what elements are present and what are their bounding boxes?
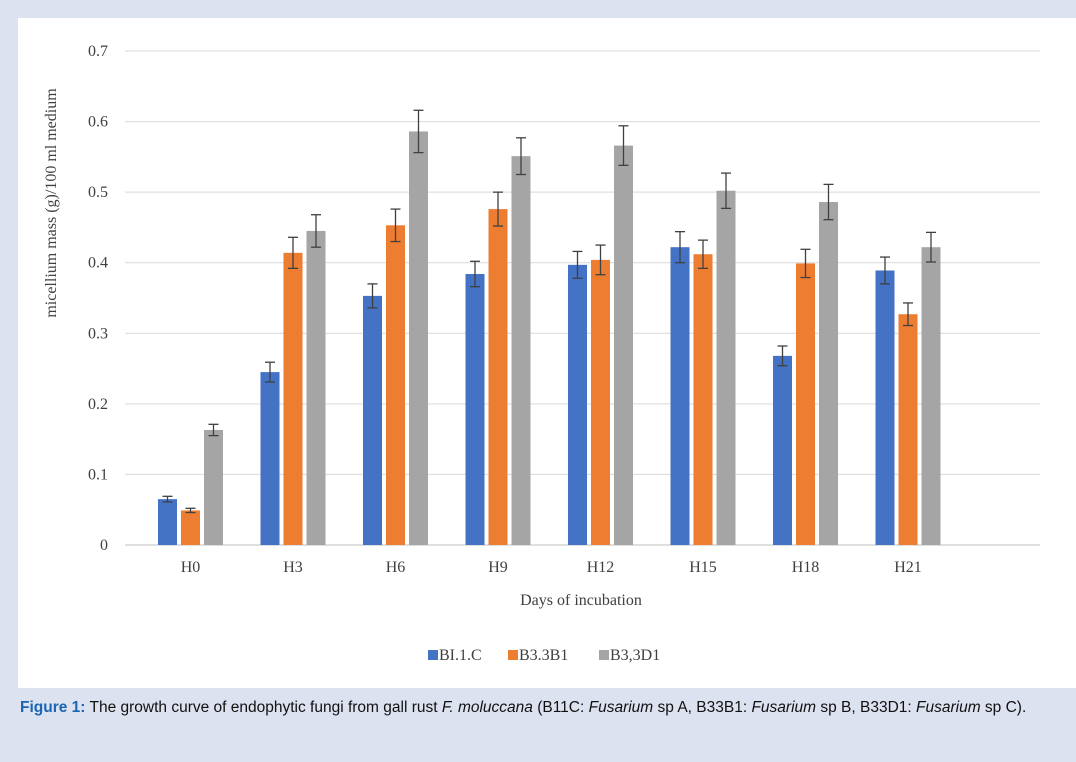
caption-italic-text: Fusarium <box>916 699 981 716</box>
bar-H18-B3.3B1 <box>796 263 815 545</box>
x-tick-labels: H0 H3 H6 H9 H12 H15 H18 H21 <box>181 559 922 576</box>
error-bar <box>185 507 196 514</box>
bar-H12-BI.1.C <box>568 264 587 545</box>
caption-italic-text: Fusarium <box>751 699 817 716</box>
bar-H15-B3,3D1 <box>716 190 736 545</box>
y-tick-label: 0.4 <box>88 255 108 272</box>
error-bar <box>698 239 708 270</box>
y-tick-label: 0.2 <box>88 396 108 413</box>
caption-text-part: sp C). <box>980 699 1027 716</box>
error-bar <box>777 345 788 367</box>
y-tick-label: 0.7 <box>88 43 108 60</box>
error-bar <box>390 208 401 243</box>
error-bar <box>572 250 583 279</box>
bar-H18-BI.1.C <box>773 355 792 545</box>
legend: BI.1.C B3.3B1 B3,3D1 <box>428 647 660 664</box>
legend-label: B3,3D1 <box>610 647 660 664</box>
bar-H3-B3,3D1 <box>306 230 326 545</box>
x-tick-label: H15 <box>689 559 717 576</box>
caption-italic-text: F. moluccana <box>441 699 533 716</box>
x-tick-label: H12 <box>587 559 615 576</box>
error-bar <box>618 125 629 166</box>
error-bars <box>162 109 936 514</box>
bar-chart: 0 0.1 0.2 0.3 0.4 0.5 0.6 0.7 H0 H3 H6 H9 H12 H15 H18… <box>43 43 1040 664</box>
bar-H21-B3,3D1 <box>921 247 941 545</box>
bar-H12-B3.3B1 <box>591 259 610 545</box>
x-axis-label: Days of incubation <box>520 592 642 609</box>
error-bar <box>823 183 834 221</box>
error-bar <box>675 231 685 264</box>
y-tick-label: 0.6 <box>88 114 108 131</box>
error-bar <box>595 244 606 276</box>
bar-H0-B3,3D1 <box>204 429 223 545</box>
x-tick-label: H21 <box>894 559 922 576</box>
y-axis-label: micellium mass (g)/100 ml medium <box>43 88 60 318</box>
bar-H12-B3,3D1 <box>614 145 633 545</box>
caption-text-part: (B11C: <box>532 699 589 716</box>
error-bar <box>288 236 298 270</box>
legend-label: B3.3B1 <box>519 647 568 664</box>
y-tick-label: 0.5 <box>88 184 108 201</box>
bars <box>158 131 941 546</box>
bar-H3-BI.1.C <box>260 372 280 545</box>
bar-H6-B3.3B1 <box>386 225 405 545</box>
error-bar <box>516 137 526 176</box>
bar-H9-BI.1.C <box>465 274 485 545</box>
caption-text-part: The growth curve of endophytic fungi fro… <box>85 699 442 716</box>
error-bar <box>208 423 219 437</box>
bar-H0-B3.3B1 <box>181 510 200 545</box>
x-tick-label: H6 <box>386 559 406 576</box>
x-tick-label: H0 <box>181 559 201 576</box>
bar-H21-BI.1.C <box>875 270 895 545</box>
error-bar <box>800 248 811 279</box>
x-tick-label: H9 <box>488 559 508 576</box>
bar-H6-BI.1.C <box>363 295 382 545</box>
bar-H21-B3.3B1 <box>898 314 918 545</box>
bar-H3-B3.3B1 <box>283 252 303 545</box>
error-bar <box>413 109 424 154</box>
caption-text: The growth curve of endophytic fungi fro… <box>85 699 1026 716</box>
bar-H0-BI.1.C <box>158 499 177 545</box>
legend-label: BI.1.C <box>439 647 482 664</box>
error-bar <box>721 172 731 210</box>
bar-H15-B3.3B1 <box>693 254 713 545</box>
figure-caption: Figure 1: The growth curve of endophytic… <box>20 697 1070 718</box>
legend-swatch <box>428 650 438 660</box>
error-bar <box>311 214 321 248</box>
x-tick-label: H3 <box>283 559 303 576</box>
caption-italic-text: Fusarium <box>588 699 654 716</box>
caption-text-part: sp A, B33B1: <box>653 699 752 716</box>
error-bar <box>470 260 480 288</box>
error-bar <box>367 283 378 309</box>
y-tick-label: 0.1 <box>88 466 108 483</box>
bar-H18-B3,3D1 <box>819 202 838 545</box>
y-tick-labels: 0 0.1 0.2 0.3 0.4 0.5 0.6 0.7 <box>88 43 108 554</box>
error-bar <box>903 302 913 327</box>
chart-panel: 0 0.1 0.2 0.3 0.4 0.5 0.6 0.7 H0 H3 H6 H9 H12 H15 H18… <box>18 18 1076 688</box>
error-bar <box>162 495 173 503</box>
bar-H9-B3.3B1 <box>488 209 508 545</box>
error-bar <box>926 231 936 263</box>
bar-H6-B3,3D1 <box>409 131 428 546</box>
error-bar <box>265 361 275 383</box>
y-tick-label: 0.3 <box>88 325 108 342</box>
bar-H9-B3,3D1 <box>511 156 531 545</box>
bar-H15-BI.1.C <box>670 247 690 545</box>
error-bar <box>493 191 503 227</box>
y-tick-label: 0 <box>100 537 108 554</box>
legend-swatch <box>599 650 609 660</box>
error-bar <box>880 256 890 285</box>
figure-label: Figure 1: <box>20 699 86 716</box>
legend-swatch <box>508 650 518 660</box>
caption-text-part: sp B, B33D1: <box>816 699 917 716</box>
x-tick-label: H18 <box>792 559 820 576</box>
